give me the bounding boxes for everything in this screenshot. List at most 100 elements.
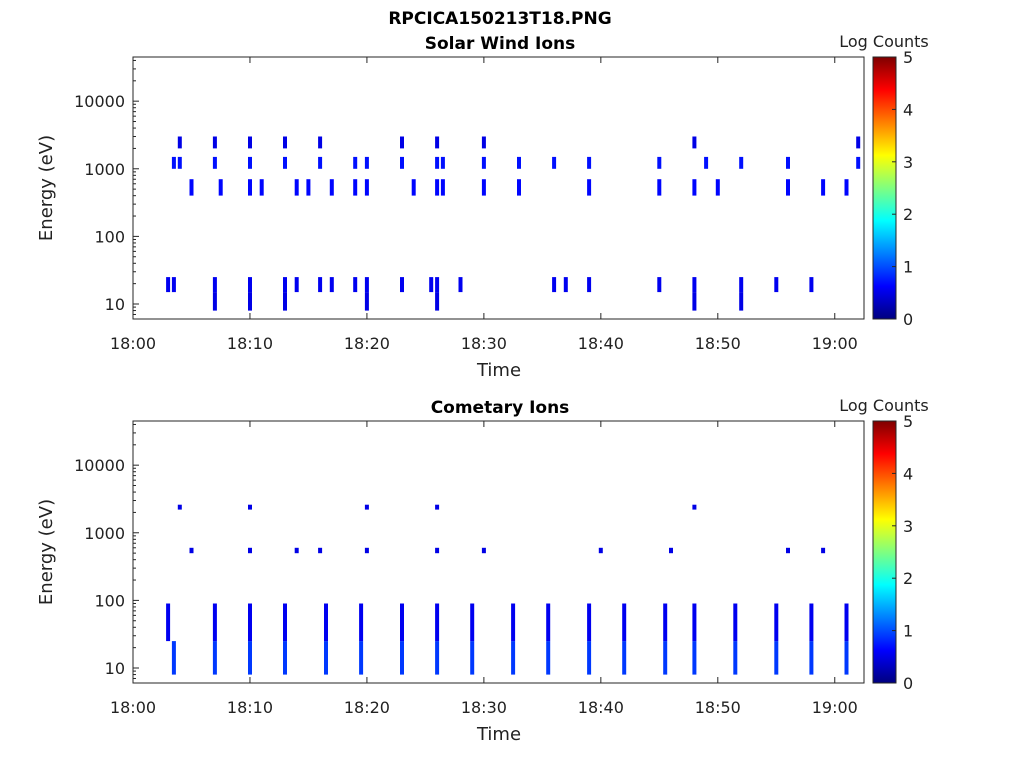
solar-wind-data-cell xyxy=(692,136,697,149)
solar-wind-data-cell xyxy=(248,277,252,293)
solar-wind-x-tick-label: 19:00 xyxy=(812,334,858,353)
solar-wind-data-cell xyxy=(400,277,404,293)
solar-wind-colorbar-tick-label: 0 xyxy=(903,310,913,329)
cometary-x-tick-label: 19:00 xyxy=(812,698,858,717)
solar-wind-data-cell xyxy=(739,292,744,311)
cometary-data-cell xyxy=(359,641,364,675)
solar-wind-data-cell xyxy=(563,277,568,293)
cometary-plot-frame xyxy=(132,420,865,684)
cometary-x-tick-label: 18:00 xyxy=(110,698,156,717)
cometary-data-cell xyxy=(511,603,516,642)
cometary-data-cell xyxy=(587,603,592,642)
cometary-data-cell xyxy=(324,603,328,642)
solar-wind-x-tick-label: 18:40 xyxy=(578,334,624,353)
cometary-y-tick-label: 1000 xyxy=(84,524,125,543)
cometary-data-cell xyxy=(283,603,287,642)
cometary-data-cell xyxy=(470,603,475,642)
cometary-colorbar-scale xyxy=(872,420,897,684)
solar-wind-data-cell xyxy=(517,156,521,169)
solar-wind-colorbar-tick-label: 2 xyxy=(903,205,913,224)
solar-wind-data-cell xyxy=(248,136,252,149)
cometary-data-cell xyxy=(294,547,299,554)
solar-wind-data-cell xyxy=(552,277,557,293)
cometary-data-cell xyxy=(435,547,440,554)
cometary-data-cell xyxy=(546,641,551,675)
solar-wind-data-cell xyxy=(844,179,849,196)
solar-wind-data-cell xyxy=(283,277,287,293)
cometary-colorbar-tick-label: 0 xyxy=(903,674,913,693)
cometary-data-cell xyxy=(821,547,826,554)
solar-wind-x-axis: 18:00 18:10 18:20 18:30 18:40 18:50 19:00 xyxy=(110,57,858,353)
solar-wind-x-tick-label: 18:30 xyxy=(461,334,507,353)
cometary-colorbar-tick-label: 2 xyxy=(903,569,913,588)
cometary-colorbar-tick-label: 1 xyxy=(903,622,913,641)
solar-wind-data-cell xyxy=(212,292,217,311)
solar-wind-data-cell xyxy=(189,179,194,196)
cometary-data-cell xyxy=(177,504,182,510)
solar-wind-data-cell xyxy=(283,156,287,169)
cometary-data-cell xyxy=(248,603,252,642)
solar-wind-data-cell xyxy=(692,277,697,293)
solar-wind-data-cell xyxy=(435,136,440,149)
solar-wind-data-cell xyxy=(856,156,861,169)
cometary-data-cell xyxy=(663,603,668,642)
solar-wind-colorbar: Log Counts 0 1 2 3 4 5 xyxy=(839,32,929,329)
cometary-data xyxy=(166,504,849,675)
cometary-data-cell xyxy=(844,603,849,642)
solar-wind-data-cell xyxy=(856,136,861,149)
cometary-data-cell xyxy=(692,641,697,675)
solar-wind-data-cell xyxy=(481,179,486,196)
solar-wind-data-cell xyxy=(435,156,440,169)
cometary-x-label: Time xyxy=(476,724,521,745)
cometary-data-cell xyxy=(359,603,364,642)
solar-wind-data-cell xyxy=(786,156,790,169)
solar-wind-data-cell xyxy=(212,136,217,149)
solar-wind-data-cell xyxy=(218,179,223,196)
solar-wind-data-cell xyxy=(411,179,416,196)
solar-wind-data-cell xyxy=(364,179,369,196)
cometary-data-cell xyxy=(733,641,738,675)
cometary-data-cell xyxy=(511,641,516,675)
solar-wind-data-cell xyxy=(692,179,697,196)
cometary-data-cell xyxy=(318,547,323,554)
solar-wind-data-cell xyxy=(715,179,720,196)
solar-wind-data-cell xyxy=(458,277,463,293)
solar-wind-data-cell xyxy=(248,292,252,311)
solar-wind-y-label: Energy (eV) xyxy=(36,135,57,241)
cometary-x-tick-label: 18:50 xyxy=(695,698,741,717)
solar-wind-x-tick-label: 18:00 xyxy=(110,334,156,353)
cometary-x-axis: 18:00 18:10 18:20 18:30 18:40 18:50 19:00 xyxy=(110,421,858,717)
solar-wind-data-cell xyxy=(400,156,404,169)
solar-wind-data-cell xyxy=(329,277,334,293)
cometary-colorbar-tick-label: 4 xyxy=(903,464,913,483)
cometary-data-cell xyxy=(470,641,475,675)
cometary-data-cell xyxy=(809,603,814,642)
cometary-data-cell xyxy=(400,641,404,675)
solar-wind-data-cell xyxy=(248,179,252,196)
solar-wind-data-cell xyxy=(517,179,521,196)
cometary-data-cell xyxy=(171,641,176,675)
solar-wind-data-cell xyxy=(364,156,369,169)
solar-wind-y-axis: 10 100 1000 10000 xyxy=(74,59,139,320)
solar-wind-data-cell xyxy=(283,136,287,149)
cometary-x-tick-label: 18:10 xyxy=(227,698,273,717)
cometary-data-cell xyxy=(663,641,668,675)
cometary-data-cell xyxy=(400,603,404,642)
solar-wind-colorbar-tick-label: 5 xyxy=(903,48,913,67)
solar-wind-data-cell xyxy=(440,156,445,169)
solar-wind-data-cell xyxy=(248,156,252,169)
cometary-colorbar-tick-label: 3 xyxy=(903,517,913,536)
cometary-data-cell xyxy=(669,547,673,554)
solar-wind-data-cell xyxy=(440,179,445,196)
cometary-data-cell xyxy=(166,603,171,642)
solar-wind-data-cell xyxy=(657,179,662,196)
cometary-data-cell xyxy=(786,547,790,554)
solar-wind-data-cell xyxy=(435,179,440,196)
solar-wind-data-cell xyxy=(364,277,369,293)
solar-wind-data-cell xyxy=(318,136,323,149)
cometary-title: Cometary Ions xyxy=(431,398,570,418)
solar-wind-data-cell xyxy=(552,156,557,169)
solar-wind-data-cell xyxy=(171,277,176,293)
solar-wind-data-cell xyxy=(774,277,779,293)
